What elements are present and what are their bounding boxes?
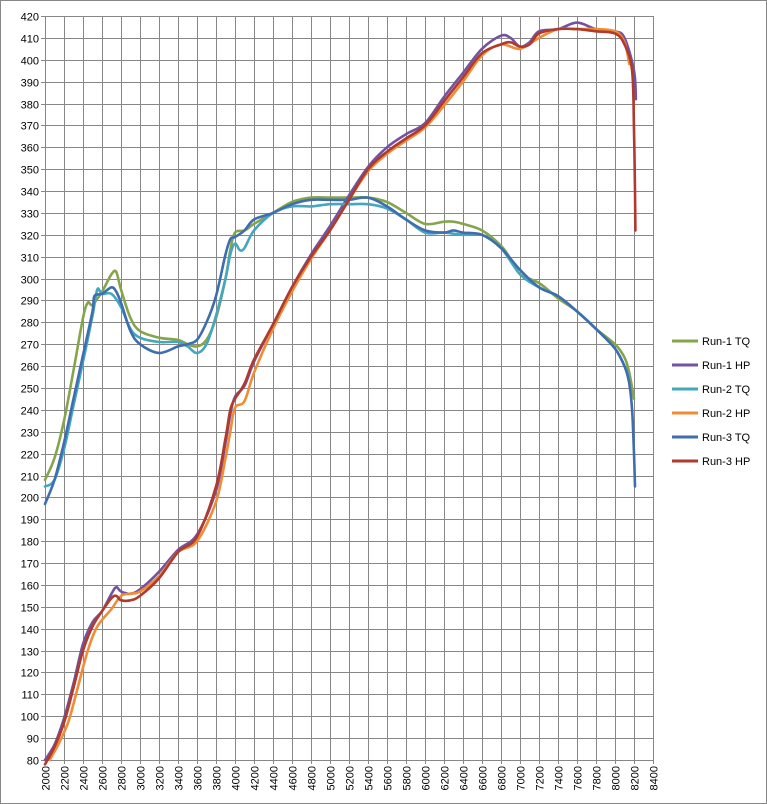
- y-tick-label: 410: [21, 34, 39, 46]
- x-tick-label: 7200: [535, 766, 547, 790]
- x-tick-label: 3400: [174, 766, 186, 790]
- series-lines: [43, 21, 638, 766]
- y-tick-label: 90: [27, 734, 39, 746]
- y-tick-label: 140: [21, 625, 39, 637]
- y-tick-label: 330: [21, 209, 39, 221]
- x-tick-label: 7400: [554, 766, 566, 790]
- legend-label-run-3-hp: Run-3 HP: [702, 456, 750, 468]
- x-tick-label: 5800: [402, 766, 414, 790]
- y-tick-label: 270: [21, 340, 39, 352]
- y-tick-label: 240: [21, 406, 39, 418]
- y-tick-label: 210: [21, 472, 39, 484]
- legend-label-run-1-tq: Run-1 TQ: [702, 336, 751, 348]
- x-tick-label: 8200: [630, 766, 642, 790]
- axes: 80 90 100 110 120 130 140 150 160 170 180 190 200 210…: [21, 12, 661, 791]
- x-tick-label: 4400: [269, 766, 281, 790]
- x-tick-label: 7000: [516, 766, 528, 790]
- x-tick-label: 4600: [288, 766, 300, 790]
- y-tick-label: 300: [21, 275, 39, 287]
- x-tick-label: 5000: [326, 766, 338, 790]
- x-tick-label: 7600: [573, 766, 585, 790]
- y-tick-label: 220: [21, 450, 39, 462]
- y-tick-label: 230: [21, 428, 39, 440]
- x-tick-label: 6400: [459, 766, 471, 790]
- x-tick-label: 2400: [79, 766, 91, 790]
- y-tick-label: 80: [27, 756, 39, 768]
- series-line-run-3-tq: [43, 196, 637, 506]
- x-tick-label: 3600: [193, 766, 205, 790]
- y-tick-label: 400: [21, 56, 39, 68]
- x-tick-label: 5200: [345, 766, 357, 790]
- x-tick-label: 2200: [60, 766, 72, 790]
- x-tick-label: 5600: [383, 766, 395, 790]
- y-tick-label: 200: [21, 493, 39, 505]
- y-tick-label: 170: [21, 559, 39, 571]
- y-tick-label: 180: [21, 537, 39, 549]
- legend-label-run-1-hp: Run-1 HP: [702, 360, 750, 372]
- y-tick-label: 190: [21, 515, 39, 527]
- y-tick-label: 350: [21, 165, 39, 177]
- y-tick-label: 290: [21, 296, 39, 308]
- y-tick-label: 280: [21, 318, 39, 330]
- y-tick-label: 260: [21, 362, 39, 374]
- y-tick-label: 100: [21, 712, 39, 724]
- y-tick-label: 420: [21, 12, 39, 24]
- legend-label-run-2-hp: Run-2 HP: [702, 408, 750, 420]
- x-tick-label: 3200: [155, 766, 167, 790]
- x-tick-label: 3800: [212, 766, 224, 790]
- legend-label-run-3-tq: Run-3 TQ: [702, 432, 751, 444]
- plot-area-border: [45, 16, 654, 761]
- x-tick-label: 8400: [649, 766, 661, 790]
- x-tick-label: 2000: [41, 766, 53, 790]
- x-tick-label: 6600: [478, 766, 490, 790]
- series-line-run-3-hp: [43, 27, 637, 766]
- y-tick-label: 380: [21, 100, 39, 112]
- y-tick-label: 360: [21, 143, 39, 155]
- y-tick-label: 250: [21, 384, 39, 396]
- y-tick-label: 150: [21, 603, 39, 615]
- x-tick-label: 6200: [440, 766, 452, 790]
- y-tick-label: 160: [21, 581, 39, 593]
- y-tick-label: 340: [21, 187, 39, 199]
- y-tick-label: 370: [21, 121, 39, 133]
- legend-label-run-2-tq: Run-2 TQ: [702, 384, 751, 396]
- gridlines: [45, 16, 654, 761]
- y-tick-label: 390: [21, 78, 39, 90]
- x-tick-label: 6000: [421, 766, 433, 790]
- y-tick-label: 110: [21, 690, 39, 702]
- x-tick-label: 2800: [117, 766, 129, 790]
- x-tick-label: 6800: [497, 766, 509, 790]
- x-tick-label: 2600: [98, 766, 110, 790]
- y-tick-label: 120: [21, 668, 39, 680]
- x-tick-label: 4000: [231, 766, 243, 790]
- legend: Run-1 TQ Run-1 HP Run-2 TQ Run-2 HP Run-3 TQ…: [672, 336, 751, 468]
- x-tick-label: 3000: [136, 766, 148, 790]
- x-tick-label: 8000: [611, 766, 623, 790]
- y-tick-label: 310: [21, 253, 39, 265]
- x-tick-label: 4200: [250, 766, 262, 790]
- y-tick-label: 320: [21, 231, 39, 243]
- y-tick-label: 130: [21, 647, 39, 659]
- x-tick-label: 4800: [307, 766, 319, 790]
- x-tick-label: 5400: [364, 766, 376, 790]
- x-tick-label: 7800: [592, 766, 604, 790]
